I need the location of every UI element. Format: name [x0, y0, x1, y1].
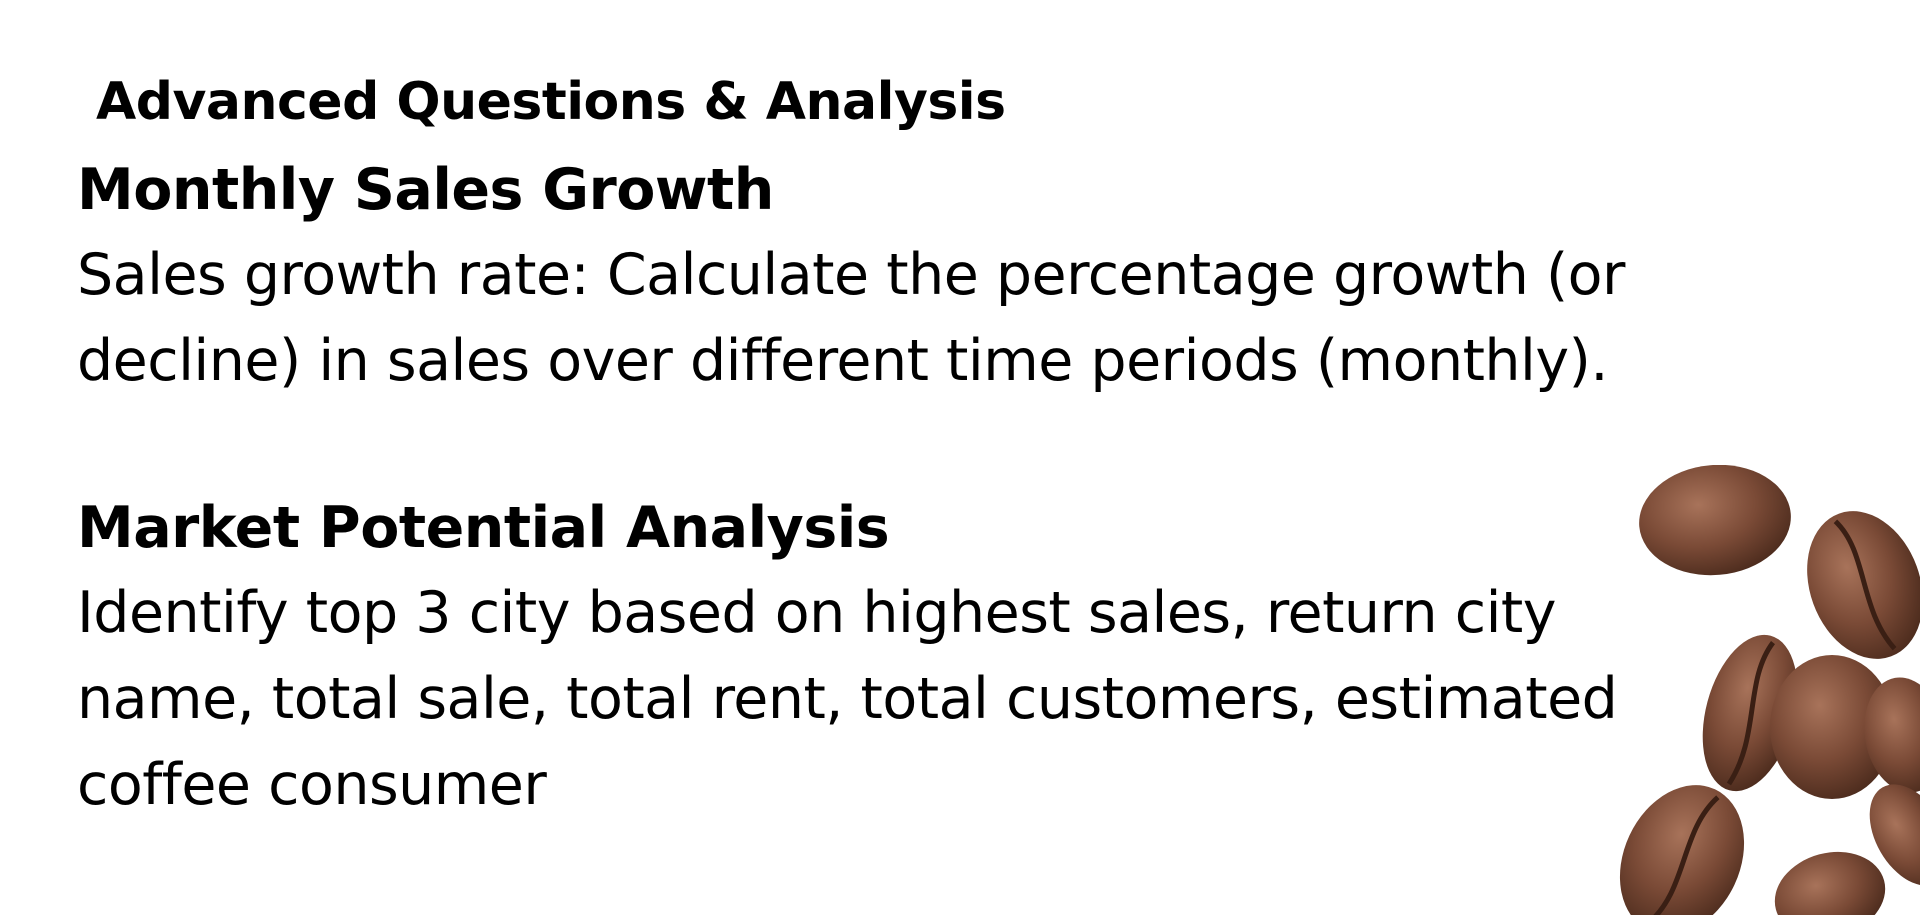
coffee-bean-4: [1770, 655, 1894, 799]
section-heading-monthly-sales-growth: Monthly Sales Growth: [77, 157, 774, 223]
section-body-market-potential: Identify top 3 city based on highest sal…: [77, 580, 1618, 818]
coffee-bean-3: [1702, 634, 1798, 792]
coffee-bean-6: [1619, 785, 1745, 915]
coffee-beans-icon: [1619, 465, 1920, 915]
slide-title: Advanced Questions & Analysis: [96, 72, 1006, 132]
section-heading-market-potential: Market Potential Analysis: [77, 495, 890, 561]
coffee-bean-7: [1774, 851, 1886, 915]
coffee-bean-1: [1639, 465, 1791, 576]
coffee-bean-8: [1869, 784, 1920, 886]
coffee-bean-5: [1864, 677, 1920, 793]
section-body-monthly-sales-growth: Sales growth rate: Calculate the percent…: [77, 242, 1626, 394]
coffee-bean-2: [1807, 511, 1920, 659]
